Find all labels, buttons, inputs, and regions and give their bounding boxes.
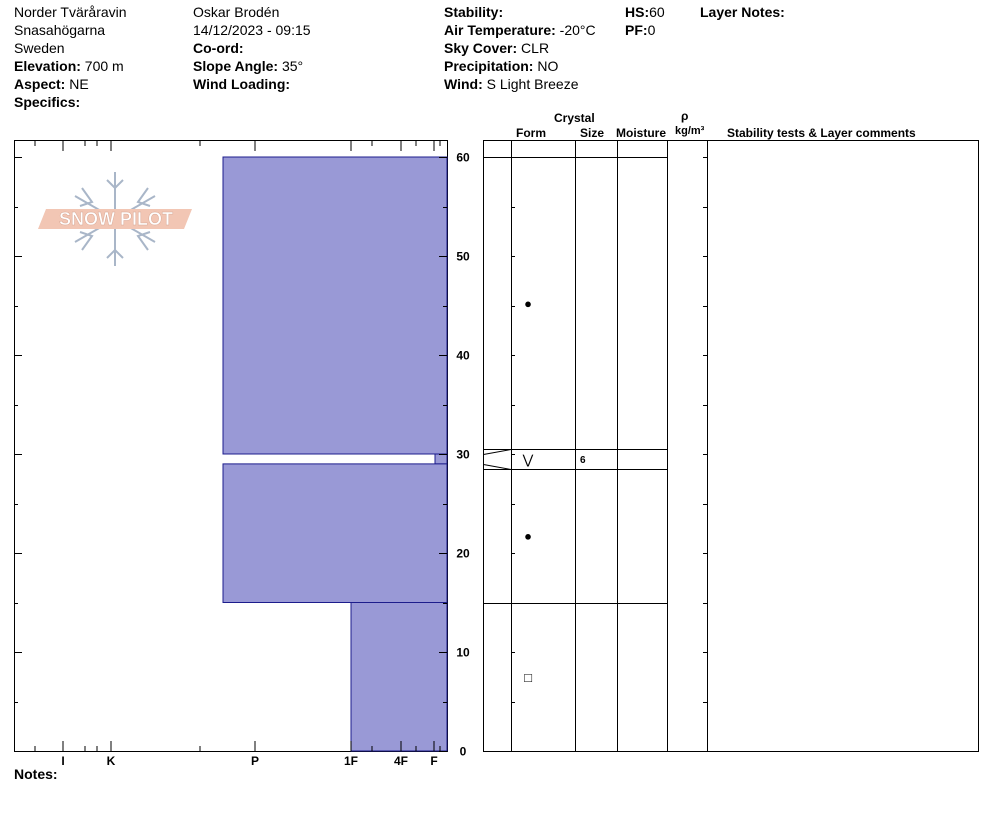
depth-label: 20 bbox=[456, 547, 470, 561]
depth-label: 10 bbox=[456, 646, 470, 660]
hs-value: 60 bbox=[649, 4, 665, 20]
logo-banner bbox=[38, 209, 192, 229]
stability-comments-header: Stability tests & Layer comments bbox=[727, 126, 916, 140]
hs-label: HS: bbox=[625, 4, 650, 20]
layer-bar-3 bbox=[222, 463, 448, 603]
country-name: Sweden bbox=[14, 40, 65, 56]
aspect-row: Aspect: NE bbox=[14, 75, 89, 93]
aspect-value: NE bbox=[69, 76, 89, 92]
grain-form-symbol-4: □ bbox=[524, 670, 532, 685]
air-temp-label: Air Temperature: bbox=[444, 22, 556, 38]
elevation-label: Elevation: bbox=[14, 58, 81, 74]
grain-table bbox=[483, 140, 979, 752]
pf-value: 0 bbox=[647, 22, 656, 38]
pf-row: PF:0 bbox=[625, 21, 655, 39]
depth-label: 0 bbox=[460, 745, 467, 759]
slope-value: 35° bbox=[281, 58, 304, 74]
grain-form-symbol-1: ● bbox=[524, 296, 532, 311]
hardness-label-1F: 1F bbox=[344, 754, 358, 768]
sky-label: Sky Cover: bbox=[444, 40, 518, 56]
wind-loading-label: Wind Loading: bbox=[193, 76, 291, 92]
observer-name: Oskar Brodén bbox=[193, 4, 280, 20]
precip-row: Precipitation: NO bbox=[444, 57, 558, 75]
coord-label: Co-ord: bbox=[193, 40, 244, 56]
hs-row: HS:60 bbox=[625, 3, 665, 21]
elevation-row: Elevation: 700 m bbox=[14, 57, 124, 75]
grain-table-frame bbox=[483, 140, 979, 752]
location-name: Norder Tväråravin bbox=[14, 4, 127, 20]
crystal-header: Crystal bbox=[554, 111, 595, 125]
air-temp-row: Air Temperature: -20°C bbox=[444, 21, 596, 39]
slope-row: Slope Angle: 35° bbox=[193, 57, 303, 75]
moisture-header: Moisture bbox=[616, 126, 667, 140]
layer-bar-4 bbox=[350, 602, 448, 752]
observation-datetime: 14/12/2023 - 09:15 bbox=[193, 22, 311, 38]
grain-form-symbol-2: ⋁ bbox=[522, 452, 534, 467]
pf-label: PF: bbox=[625, 22, 648, 38]
specifics-label: Specifics: bbox=[14, 94, 81, 110]
air-temp-value: -20°C bbox=[559, 22, 596, 38]
wind-row: Wind: S Light Breeze bbox=[444, 75, 578, 93]
hardness-label-4F: 4F bbox=[394, 754, 408, 768]
stability-label: Stability: bbox=[444, 4, 504, 20]
precip-value: NO bbox=[537, 58, 559, 74]
grain-form-symbol-3: ● bbox=[524, 529, 532, 544]
sky-value: CLR bbox=[521, 40, 550, 56]
snow-pilot-logo: SNOW PILOT bbox=[38, 172, 192, 266]
area-name: Snasahögarna bbox=[14, 22, 106, 38]
form-header: Form bbox=[516, 126, 546, 140]
wind-label: Wind: bbox=[444, 76, 483, 92]
sky-row: Sky Cover: CLR bbox=[444, 39, 549, 57]
hardness-label-I: I bbox=[61, 754, 64, 768]
hardness-label-F: F bbox=[430, 754, 437, 768]
logo-text: SNOW PILOT bbox=[59, 209, 173, 229]
size-header: Size bbox=[580, 126, 605, 140]
aspect-label: Aspect: bbox=[14, 76, 66, 92]
rho-header: ρ bbox=[681, 109, 689, 123]
hardness-label-P: P bbox=[251, 754, 259, 768]
precip-label: Precipitation: bbox=[444, 58, 534, 74]
density-unit-header: kg/m³ bbox=[675, 125, 705, 137]
depth-label: 60 bbox=[456, 151, 470, 165]
depth-label: 30 bbox=[456, 448, 470, 462]
slope-label: Slope Angle: bbox=[193, 58, 279, 74]
grain-size-2: 6 bbox=[580, 455, 586, 466]
thin-layer-connector bbox=[483, 449, 512, 470]
depth-label: 50 bbox=[456, 250, 470, 264]
layer-bar-1 bbox=[222, 156, 448, 455]
hardness-label-K: K bbox=[107, 754, 116, 768]
notes-label: Notes: bbox=[14, 766, 58, 782]
depth-label: 40 bbox=[456, 349, 470, 363]
wind-value: S Light Breeze bbox=[486, 76, 579, 92]
elevation-value: 700 m bbox=[84, 58, 124, 74]
layer-bar-2 bbox=[434, 453, 448, 465]
layer-notes-label: Layer Notes: bbox=[700, 4, 785, 20]
